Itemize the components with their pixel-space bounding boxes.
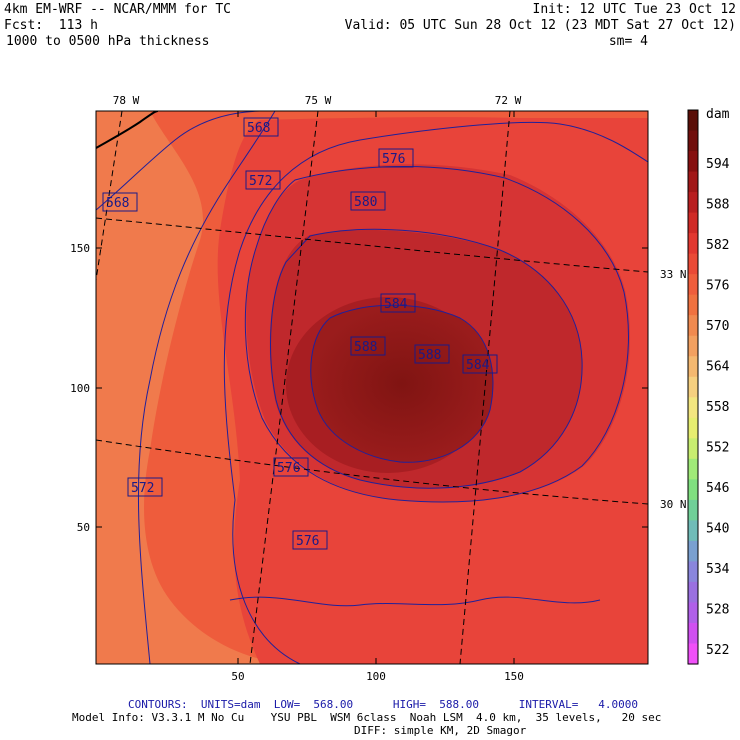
legend-frame (687, 109, 699, 665)
lat-label: 33 N (660, 268, 687, 281)
contour-576 (223, 121, 648, 664)
contour-568a (96, 111, 261, 211)
contour-label: 568 (106, 196, 129, 211)
legend-swatch (688, 315, 698, 337)
color-legend: dam 594 588 582 576 570 564 558 552 546 540 534 528… (687, 107, 730, 665)
legend-label: 588 (706, 198, 729, 213)
contour-info: CONTOURS: UNITS=dam LOW= 568.00 HIGH= 58… (128, 698, 638, 711)
legend-swatch (688, 253, 698, 275)
contour-label: 588 (418, 348, 441, 363)
x-tick-label: 50 (231, 670, 244, 683)
forecast-hour: Fcst: 113 h (4, 18, 98, 33)
legend-bar (687, 109, 699, 665)
legend-swatch (688, 479, 698, 501)
legend-swatch (688, 581, 698, 604)
legend-label: 558 (706, 400, 729, 415)
lon-label: 72 W (495, 94, 522, 107)
meridian-78w (96, 111, 123, 281)
legend-label: 546 (706, 481, 729, 496)
contour-576b (229, 596, 601, 607)
contour-label-group: 568 568 572 572 576 576 576 580 584 584 … (102, 117, 498, 550)
x-tick-label: 150 (504, 670, 524, 683)
contour-label: 580 (354, 195, 377, 210)
contour-label: 568 (247, 121, 270, 136)
legend-swatch (688, 376, 698, 398)
contour-label: 576 (296, 534, 319, 549)
legend-swatch (688, 110, 698, 132)
legend-swatch (688, 499, 698, 521)
legend-label: 534 (706, 562, 730, 577)
legend-label: 564 (706, 360, 730, 375)
contour-584 (270, 228, 583, 489)
legend-label: 576 (706, 279, 729, 294)
legend-swatch (688, 397, 698, 419)
meridian-75w (249, 111, 319, 664)
coastline-path (96, 111, 159, 149)
contour-label: 584 (384, 297, 408, 312)
legend-swatch (688, 335, 698, 357)
contour-label: 576 (277, 461, 300, 476)
contour-588 (310, 304, 494, 463)
thickness-shading (96, 111, 648, 664)
legend-label: 540 (706, 522, 729, 537)
legend-swatch (688, 130, 698, 152)
lat-label: 30 N (660, 498, 687, 511)
legend-label: 594 (706, 157, 730, 172)
legend-label: 528 (706, 603, 729, 618)
contour-label: 572 (249, 174, 272, 189)
legend-label: 570 (706, 319, 729, 334)
legend-swatch (688, 622, 698, 645)
y-tick-label: 50 (77, 521, 90, 534)
contour-lines (96, 111, 648, 664)
legend-label: 582 (706, 238, 729, 253)
legend-swatch (688, 233, 698, 255)
field-title: 1000 to 0500 hPa thickness (6, 34, 210, 49)
y-tick-label: 150 (70, 242, 90, 255)
graticule (96, 111, 648, 664)
coastline (96, 111, 159, 149)
legend-swatch (688, 151, 698, 173)
parallel-33n (96, 217, 648, 273)
contour-label: 576 (382, 152, 405, 167)
legend-swatch (688, 520, 698, 542)
y-tick-label: 100 (70, 382, 90, 395)
model-title: 4km EM-WRF -- NCAR/MMM for TC (4, 2, 231, 17)
lon-label: 75 W (305, 94, 332, 107)
legend-labels: 594 588 582 576 570 564 558 552 546 540 534 528 522 (706, 157, 730, 658)
contour-580 (244, 166, 629, 503)
x-tick-label: 100 (366, 670, 386, 683)
legend-swatch (688, 540, 698, 563)
legend-label: 522 (706, 643, 729, 658)
legend-swatch (688, 438, 698, 460)
legend-label: 552 (706, 441, 729, 456)
model-info: Model Info: V3.3.1 M No Cu YSU PBL WSM 6… (72, 711, 662, 724)
legend-units: dam (706, 107, 730, 122)
legend-swatch (688, 561, 698, 583)
legend-swatch (688, 274, 698, 296)
init-time: Init: 12 UTC Tue 23 Oct 12 (532, 2, 737, 17)
legend-swatch (688, 171, 698, 193)
valid-time: Valid: 05 UTC Sun 28 Oct 12 (23 MDT Sat … (344, 18, 736, 33)
contour-label: 584 (466, 358, 490, 373)
lon-label: 78 W (113, 94, 140, 107)
legend-swatch (688, 356, 698, 378)
contour-572 (137, 111, 276, 664)
legend-swatch (688, 602, 698, 624)
meridian-72w (459, 111, 511, 664)
legend-swatch (688, 192, 698, 214)
diffusion-info: DIFF: simple KM, 2D Smagor (354, 724, 527, 737)
legend-swatch (688, 212, 698, 234)
legend-swatch (688, 417, 698, 439)
legend-swatch (688, 458, 698, 480)
legend-swatch (688, 643, 698, 665)
axis-ticks (96, 111, 648, 664)
contour-label: 572 (131, 481, 154, 496)
smoothing-label: sm= 4 (608, 34, 648, 49)
legend-swatch (688, 294, 698, 316)
contour-label: 588 (354, 340, 377, 355)
